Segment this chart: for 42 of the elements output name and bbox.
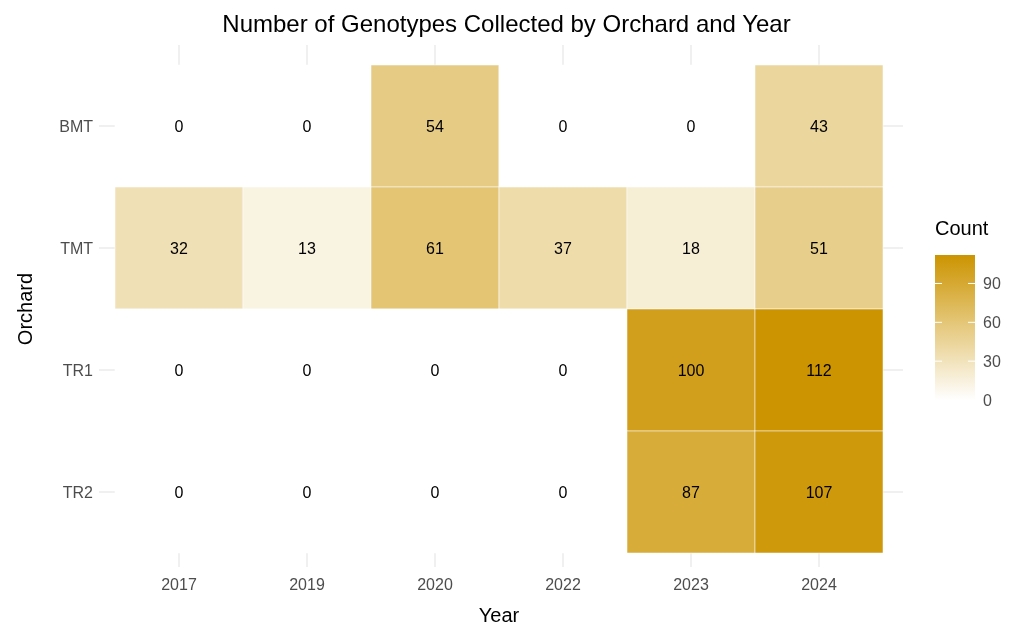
data-label: 112	[806, 361, 832, 379]
data-label: 0	[174, 361, 184, 379]
data-label: 87	[682, 483, 700, 501]
data-label: 0	[430, 361, 440, 379]
data-label: 0	[174, 483, 184, 501]
data-label: 0	[558, 117, 568, 135]
x-tick-label: 2023	[673, 576, 709, 593]
data-label: 0	[686, 117, 696, 135]
y-tick-label: BMT	[59, 117, 94, 135]
data-label: 0	[558, 361, 568, 379]
chart-title: Number of Genotypes Collected by Orchard and Year	[222, 10, 791, 37]
y-tick-label: TR1	[62, 361, 94, 379]
data-label: 0	[302, 361, 312, 379]
data-label: 54	[426, 117, 444, 135]
x-tick-label: 2024	[801, 576, 837, 593]
data-label: 51	[810, 239, 828, 257]
color-bar-label: 30	[983, 352, 1001, 370]
y-tick-label: TMT	[60, 239, 94, 257]
color-bar-label: 60	[983, 313, 1001, 331]
data-label: 13	[298, 239, 316, 257]
data-label: 0	[302, 117, 312, 135]
x-tick-label: 2022	[545, 576, 581, 593]
x-tick-label: 2019	[289, 576, 325, 593]
color-bar-title: Count	[935, 217, 989, 239]
data-label: 0	[558, 483, 568, 501]
data-label: 0	[430, 483, 440, 501]
data-label: 0	[302, 483, 312, 501]
data-label: 18	[682, 239, 700, 257]
data-label: 61	[426, 239, 444, 257]
y-tick-label: TR2	[62, 483, 94, 501]
data-label: 37	[554, 239, 572, 257]
data-label: 32	[170, 239, 188, 257]
data-label: 0	[174, 117, 184, 135]
x-tick-label: 2017	[161, 576, 197, 593]
data-label: 43	[810, 117, 828, 135]
x-axis-title: Year	[478, 604, 520, 626]
data-label: 100	[677, 361, 705, 379]
x-tick-label: 2020	[417, 576, 453, 593]
data-label: 107	[805, 483, 833, 501]
y-axis-title: Orchard	[14, 272, 36, 346]
color-bar-label: 0	[983, 391, 992, 409]
color-bar-label: 90	[983, 275, 1001, 293]
